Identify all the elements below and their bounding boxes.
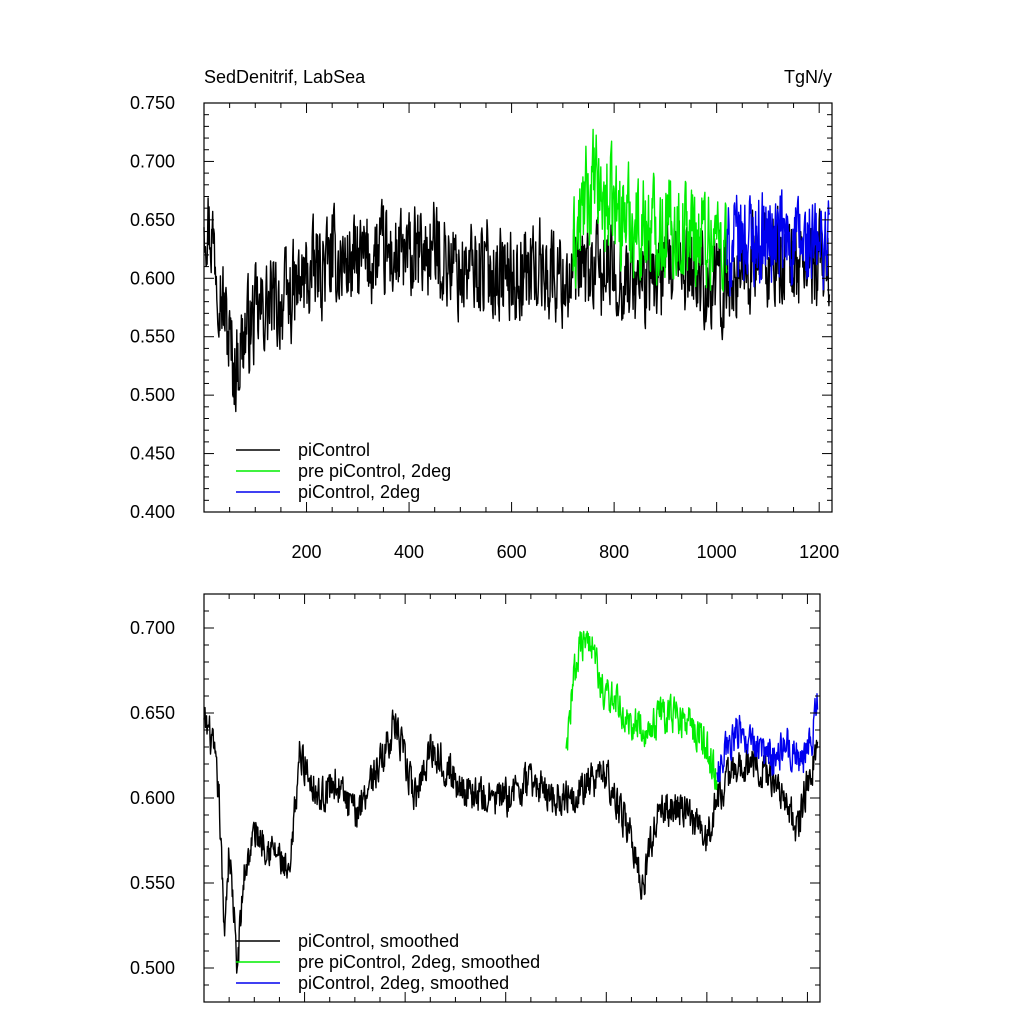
x-tick-label: 800 <box>599 542 629 562</box>
bottom-axis-layer: 0.500 0.550 0.600 0.650 0.700 <box>130 593 821 1003</box>
plot-frame <box>203 102 833 513</box>
legend-label: piControl, smoothed <box>298 931 459 951</box>
y-tick-label: 0.550 <box>130 327 175 347</box>
legend-label: pre piControl, 2deg <box>298 461 451 481</box>
series-line-picontrol-smoothed <box>203 706 819 974</box>
legend-label: piControl, 2deg, smoothed <box>298 973 509 993</box>
x-tick-label: 1000 <box>697 542 737 562</box>
y-tick-label: 0.400 <box>130 502 175 522</box>
x-tick-label: 200 <box>292 542 322 562</box>
legend-label: piControl, 2deg <box>298 482 420 502</box>
bottom-series-layer <box>203 630 819 974</box>
y-tick-label: 0.600 <box>130 788 175 808</box>
y-tick-label: 0.500 <box>130 958 175 978</box>
y-tick-label: 0.650 <box>130 703 175 723</box>
y-tick-label: 0.700 <box>130 151 175 171</box>
legend-label: pre piControl, 2deg, smoothed <box>298 952 540 972</box>
y-tick-label: 0.700 <box>130 618 175 638</box>
y-tick-label: 0.500 <box>130 385 175 405</box>
y-tick-label: 0.450 <box>130 444 175 464</box>
y-tick-label: 0.650 <box>130 210 175 230</box>
y-tick-label: 0.600 <box>130 268 175 288</box>
y-tick-label: 0.550 <box>130 873 175 893</box>
top-axis-layer: 0.400 0.450 0.500 0.550 0.600 0.650 0.700 0.750… <box>130 93 839 562</box>
x-tick-label: 600 <box>497 542 527 562</box>
top-chart-units: TgN/y <box>784 67 832 87</box>
top-series-layer <box>203 128 831 413</box>
series-line-picontrol-2deg-smoothed <box>716 693 819 783</box>
y-tick-label: 0.750 <box>130 93 175 113</box>
top-panel: SedDenitrif, LabSea TgN/y 0.400 0.450 0.50… <box>130 67 839 562</box>
x-tick-label: 1200 <box>799 542 839 562</box>
series-line-picontrol-2deg <box>726 189 831 297</box>
legend-label: piControl <box>298 440 370 460</box>
x-tick-label: 400 <box>394 542 424 562</box>
series-line-pre-picontrol-2deg <box>572 128 728 292</box>
bottom-panel: 0.500 0.550 0.600 0.650 0.700 piControl, smo… <box>130 593 821 1003</box>
series-line-picontrol <box>203 197 831 413</box>
series-line-pre-picontrol-2deg-smoothed <box>565 630 718 791</box>
top-chart-title: SedDenitrif, LabSea <box>204 67 366 87</box>
